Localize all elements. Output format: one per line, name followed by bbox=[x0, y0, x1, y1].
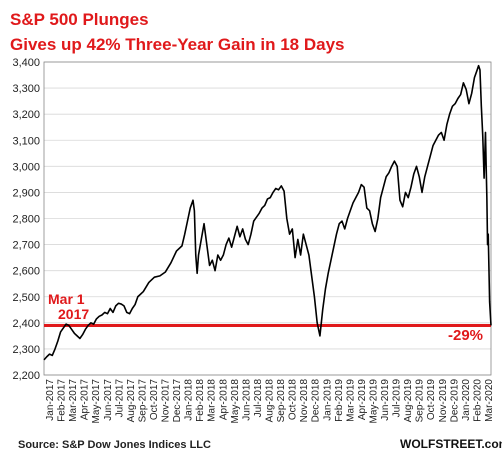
brand-label: WOLFSTREET.com bbox=[400, 437, 502, 451]
y-tick-label: 3,000 bbox=[12, 161, 40, 173]
y-tick-label: 2,900 bbox=[12, 187, 40, 199]
y-tick-label: 3,300 bbox=[12, 83, 40, 95]
y-tick-label: 3,400 bbox=[12, 57, 40, 69]
x-tick-label: Feb-2019 bbox=[334, 379, 345, 422]
chart-subtitle: Gives up 42% Three-Year Gain in 18 Days bbox=[10, 35, 345, 54]
x-tick-label: Jul-2018 bbox=[253, 379, 264, 418]
x-tick-label: Oct-2017 bbox=[149, 379, 160, 421]
x-tick-label: Mar-2017 bbox=[68, 379, 79, 422]
y-tick-label: 3,100 bbox=[12, 135, 40, 147]
x-tick-label: Feb-2018 bbox=[195, 379, 206, 422]
x-tick-label: May-2018 bbox=[230, 379, 241, 424]
y-tick-label: 2,800 bbox=[12, 214, 40, 226]
x-tick-label: Oct-2018 bbox=[288, 379, 299, 421]
end-annotation-label: -29% bbox=[448, 327, 483, 344]
y-tick-label: 2,300 bbox=[12, 344, 40, 356]
x-tick-label: Jun-2019 bbox=[380, 379, 391, 421]
x-tick-label: Jan-2019 bbox=[322, 379, 333, 421]
y-tick-label: 2,400 bbox=[12, 318, 40, 330]
start-annotation-year: 2017 bbox=[58, 306, 89, 322]
x-tick-label: Jun-2017 bbox=[103, 379, 114, 421]
x-tick-label: Jan-2018 bbox=[184, 379, 195, 421]
x-tick-label: Feb-2020 bbox=[472, 379, 483, 422]
x-tick-label: Oct-2019 bbox=[426, 379, 437, 421]
x-tick-label: Jun-2018 bbox=[241, 379, 252, 421]
x-tick-label: Aug-2017 bbox=[126, 379, 137, 423]
x-tick-label: May-2017 bbox=[91, 379, 102, 424]
x-tick-label: Apr-2017 bbox=[80, 379, 91, 421]
x-tick-label: Aug-2019 bbox=[403, 379, 414, 423]
x-tick-label: Nov-2018 bbox=[299, 379, 310, 423]
x-tick-label: Jul-2019 bbox=[392, 379, 403, 418]
x-tick-label: Dec-2019 bbox=[449, 379, 460, 423]
gridlines bbox=[44, 61, 491, 376]
y-axis-tick-labels: 2,200 2,300 2,400 2,500 2,600 2,700 2,800 2,900… bbox=[12, 57, 40, 382]
x-tick-label: Mar-2020 bbox=[484, 379, 495, 422]
x-tick-label: Sep-2019 bbox=[415, 379, 426, 423]
x-tick-label: Nov-2019 bbox=[438, 379, 449, 423]
y-tick-label: 2,700 bbox=[12, 240, 40, 252]
x-tick-label: Apr-2019 bbox=[357, 379, 368, 421]
x-tick-label: May-2019 bbox=[368, 379, 379, 424]
source-note: Source: S&P Dow Jones Indices LLC bbox=[18, 439, 211, 451]
x-tick-label: Apr-2018 bbox=[218, 379, 229, 421]
y-tick-label: 3,200 bbox=[12, 109, 40, 121]
chart-title: S&P 500 Plunges bbox=[10, 10, 149, 29]
x-tick-label: Mar-2019 bbox=[345, 379, 356, 422]
x-tick-label: Nov-2017 bbox=[161, 379, 172, 423]
y-tick-label: 2,600 bbox=[12, 266, 40, 278]
y-tick-label: 2,500 bbox=[12, 292, 40, 304]
x-tick-label: Jan-2017 bbox=[45, 379, 56, 421]
x-axis-tick-labels: Jan-2017 Feb-2017 Mar-2017 Apr-2017 May-2017… bbox=[45, 379, 495, 424]
plot-frame bbox=[43, 61, 492, 376]
x-tick-label: Dec-2018 bbox=[311, 379, 322, 423]
x-tick-label: Feb-2017 bbox=[57, 379, 68, 422]
x-tick-label: Dec-2017 bbox=[172, 379, 183, 423]
x-tick-label: Sep-2018 bbox=[276, 379, 287, 423]
y-tick-label: 2,200 bbox=[12, 370, 40, 382]
x-tick-label: Mar-2018 bbox=[207, 379, 218, 422]
x-tick-label: Jul-2017 bbox=[114, 379, 125, 418]
x-tick-label: Sep-2017 bbox=[137, 379, 148, 423]
start-annotation-label: Mar 1 bbox=[48, 291, 85, 307]
x-tick-label: Jan-2020 bbox=[461, 379, 472, 421]
series-line bbox=[43, 64, 492, 361]
x-tick-label: Aug-2018 bbox=[265, 379, 276, 423]
